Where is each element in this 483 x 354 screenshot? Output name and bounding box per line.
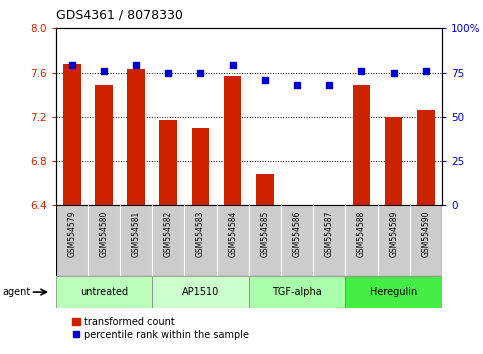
Text: GSM554587: GSM554587 [325, 211, 334, 257]
Text: GSM554579: GSM554579 [67, 211, 76, 257]
Bar [353, 85, 370, 205]
Text: GSM554588: GSM554588 [357, 211, 366, 257]
Legend: transformed count, percentile rank within the sample: transformed count, percentile rank withi… [68, 313, 253, 343]
Text: Heregulin: Heregulin [370, 287, 417, 297]
Text: GSM554590: GSM554590 [421, 211, 430, 257]
Text: agent: agent [2, 287, 30, 297]
Point [293, 82, 301, 88]
Text: TGF-alpha: TGF-alpha [272, 287, 322, 297]
Point [132, 63, 140, 68]
Point [261, 77, 269, 82]
Bar [345, 276, 442, 308]
Bar [249, 276, 345, 308]
Bar [417, 110, 435, 205]
Text: GDS4361 / 8078330: GDS4361 / 8078330 [56, 8, 183, 21]
Bar [159, 120, 177, 205]
Point [422, 68, 430, 74]
Bar [56, 276, 152, 308]
Bar [127, 69, 145, 205]
Text: AP1510: AP1510 [182, 287, 219, 297]
Text: untreated: untreated [80, 287, 128, 297]
Text: GSM554583: GSM554583 [196, 211, 205, 257]
Bar [95, 85, 113, 205]
Text: GSM554585: GSM554585 [260, 211, 270, 257]
Point [164, 70, 172, 75]
Bar [192, 128, 209, 205]
Point [197, 70, 204, 75]
Text: GSM554581: GSM554581 [131, 211, 141, 257]
Bar [385, 117, 402, 205]
Point [390, 70, 398, 75]
Point [326, 82, 333, 88]
Point [100, 68, 108, 74]
Text: GSM554582: GSM554582 [164, 211, 173, 257]
Text: GSM554584: GSM554584 [228, 211, 237, 257]
Bar [63, 64, 81, 205]
Point [229, 63, 237, 68]
Bar [256, 175, 274, 205]
Bar [224, 76, 242, 205]
Text: GSM554589: GSM554589 [389, 211, 398, 257]
Text: GSM554580: GSM554580 [99, 211, 108, 257]
Point [357, 68, 365, 74]
Bar [152, 276, 249, 308]
Text: GSM554586: GSM554586 [293, 211, 301, 257]
Point [68, 63, 75, 68]
